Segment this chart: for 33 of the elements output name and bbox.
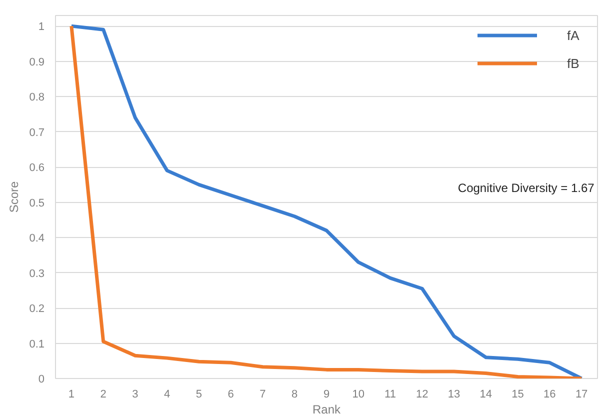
y-tick-label: 0.9 — [29, 56, 45, 68]
annotation: Cognitive Diversity = 1.67 — [458, 181, 595, 196]
x-tick-label: 11 — [384, 388, 396, 400]
x-tick-label: 13 — [448, 388, 460, 400]
x-tick-label: 14 — [480, 388, 492, 400]
x-tick-label: 15 — [512, 388, 524, 400]
x-tick-label: 1 — [68, 388, 75, 400]
x-tick-label: 5 — [196, 388, 202, 400]
x-tick-label: 3 — [132, 388, 138, 400]
y-tick-label: 1 — [38, 21, 45, 34]
y-tick-label: 0.3 — [29, 268, 45, 280]
x-tick-label: 2 — [100, 388, 106, 400]
x-tick-label: 16 — [544, 388, 556, 400]
y-tick-label: 0.8 — [29, 92, 45, 104]
y-tick-label: 0.1 — [29, 338, 45, 350]
x-tick-label: 10 — [352, 388, 365, 400]
x-tick-label: 4 — [164, 388, 170, 400]
y-tick-label: 0.5 — [29, 197, 45, 210]
y-tick-label: 0.7 — [29, 126, 45, 139]
y-tick-label: 0 — [38, 374, 45, 386]
y-tick-label: 0.6 — [29, 162, 45, 174]
x-tick-label: 9 — [323, 388, 330, 400]
x-axis-title: Rank — [312, 402, 342, 416]
legend-label: fA — [567, 28, 580, 42]
y-tick-label: 0.4 — [29, 232, 45, 245]
y-axis-title: Score — [7, 181, 22, 213]
legend-label: fB — [567, 56, 580, 70]
x-tick-label: 7 — [260, 388, 266, 400]
y-tick-label: 0.2 — [29, 303, 45, 316]
x-tick-label: 6 — [228, 388, 234, 400]
x-tick-label: 12 — [416, 388, 428, 400]
x-tick-label: 8 — [292, 388, 298, 400]
x-tick-label: 17 — [575, 388, 588, 400]
